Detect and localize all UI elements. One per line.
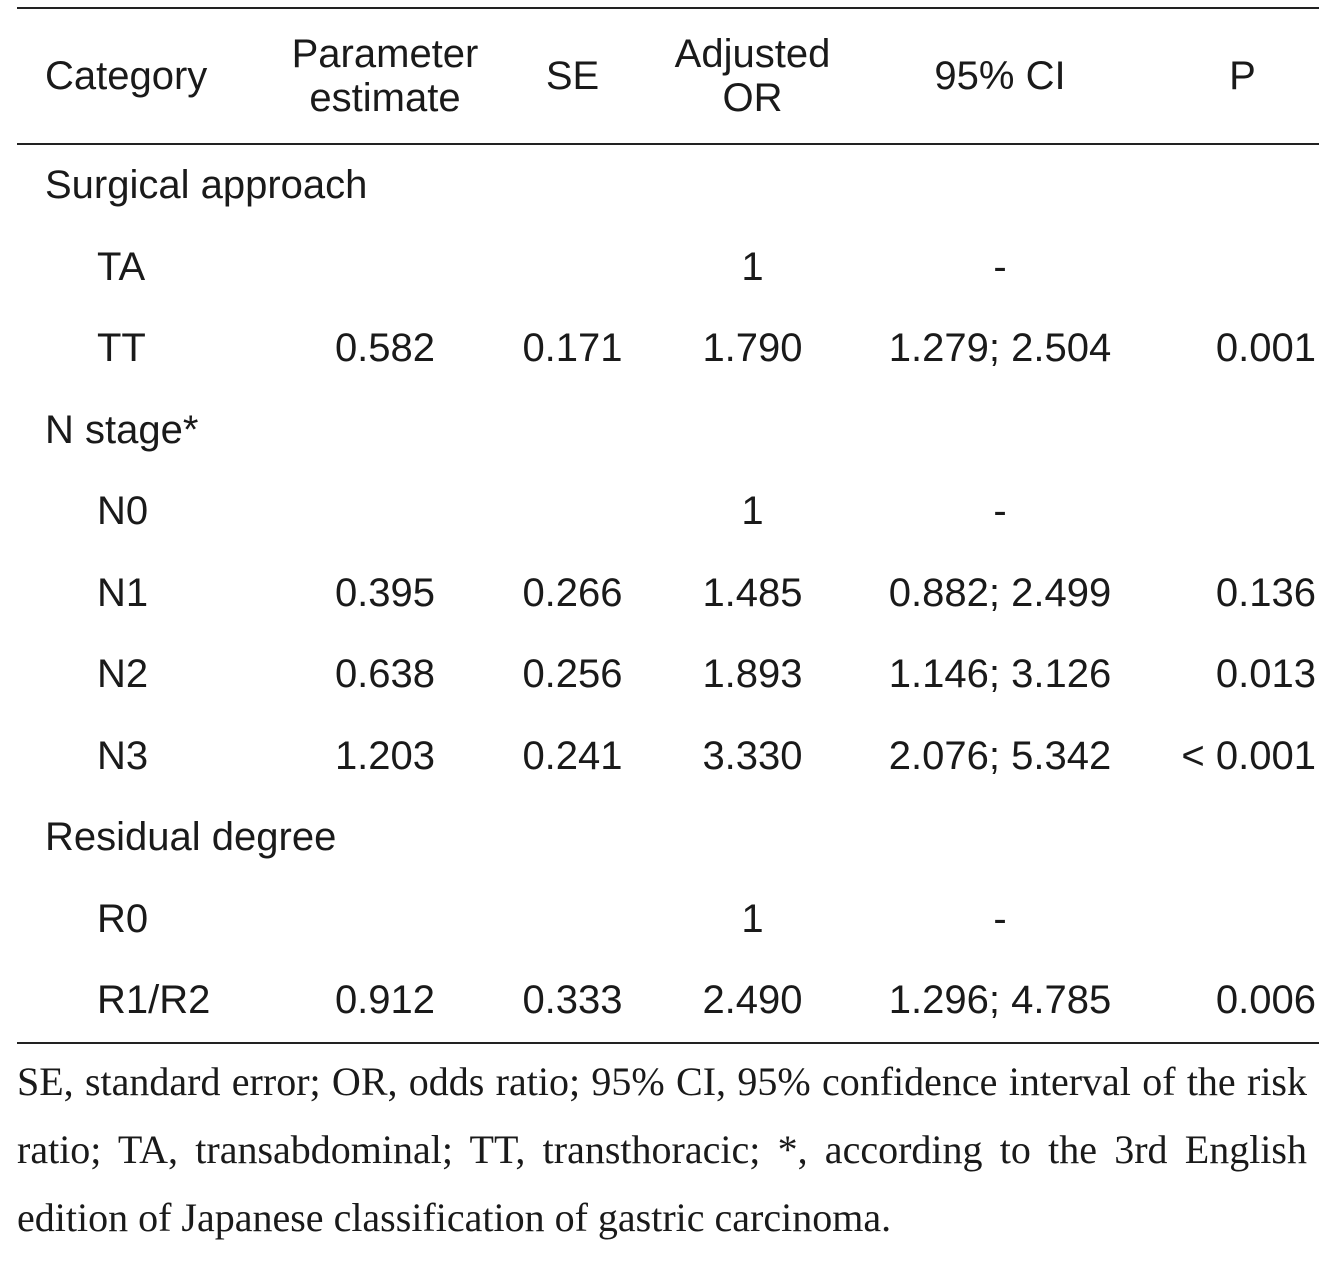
table-row: R1/R2 0.912 0.333 2.490 1.296; 4.785 0.0… xyxy=(17,960,1319,1043)
row-estimate xyxy=(285,879,485,961)
row-or: 1 xyxy=(741,489,764,534)
row-ci: 1.296; 4.785 xyxy=(888,978,1112,1023)
header-se: SE xyxy=(545,54,600,98)
group-label: N stage* xyxy=(45,407,199,452)
table-row: N2 0.638 0.256 1.893 1.146; 3.126 0.013 xyxy=(17,634,1319,716)
row-ci: 1.279; 2.504 xyxy=(888,326,1112,371)
row-p xyxy=(1155,227,1319,309)
table-body: Surgical approach TA 1 - TT 0.582 0.171 … xyxy=(17,144,1319,1043)
header-parameter-estimate: Parameter estimate xyxy=(285,8,485,144)
results-table-container: Category Parameter estimate SE Adjusted … xyxy=(17,7,1319,1044)
table-row: TT 0.582 0.171 1.790 1.279; 2.504 0.001 xyxy=(17,308,1319,390)
row-estimate xyxy=(285,471,485,553)
header-p: P xyxy=(1229,54,1256,98)
row-or: 1 xyxy=(741,896,764,941)
row-estimate: 0.912 xyxy=(334,978,436,1023)
row-or: 1 xyxy=(741,244,764,289)
row-or: 1.893 xyxy=(702,652,803,697)
row-or: 3.330 xyxy=(702,733,803,778)
row-p: 0.013 xyxy=(1215,652,1316,697)
row-name: R0 xyxy=(97,896,149,941)
row-ci: - xyxy=(993,244,1007,289)
row-se xyxy=(485,227,660,309)
row-estimate: 1.203 xyxy=(334,733,436,778)
header-row: Category Parameter estimate SE Adjusted … xyxy=(17,8,1319,144)
row-or: 1.790 xyxy=(702,326,803,371)
table-header: Category Parameter estimate SE Adjusted … xyxy=(17,8,1319,144)
row-name: N0 xyxy=(97,489,149,534)
header-estimate-line2: estimate xyxy=(309,76,461,120)
row-or: 2.490 xyxy=(702,978,803,1023)
row-p xyxy=(1155,471,1319,553)
row-ci: 2.076; 5.342 xyxy=(888,733,1112,778)
row-p: 0.136 xyxy=(1215,570,1316,615)
header-estimate-line1: Parameter xyxy=(291,32,479,76)
header-or-line1: Adjusted xyxy=(674,32,831,76)
table-row: N3 1.203 0.241 3.330 2.076; 5.342 < 0.00… xyxy=(17,716,1319,798)
header-adjusted-or: Adjusted OR xyxy=(660,8,845,144)
logistic-regression-table: Category Parameter estimate SE Adjusted … xyxy=(17,7,1319,1044)
group-row-surgical-approach: Surgical approach xyxy=(17,144,1319,227)
row-ci: - xyxy=(993,489,1007,534)
row-se: 0.241 xyxy=(522,733,623,778)
header-ci: 95% CI xyxy=(934,54,1066,98)
row-se xyxy=(485,471,660,553)
row-name: TT xyxy=(97,326,146,371)
row-se: 0.171 xyxy=(522,326,623,371)
group-label: Surgical approach xyxy=(45,163,368,208)
row-name: N2 xyxy=(97,652,149,697)
header-or-line2: OR xyxy=(722,76,783,120)
row-name: N3 xyxy=(97,733,149,778)
row-estimate: 0.638 xyxy=(334,652,436,697)
row-name: TA xyxy=(97,244,146,289)
table-footnote: SE, standard error; OR, odds ratio; 95% … xyxy=(17,1059,1307,1240)
row-p: < 0.001 xyxy=(1181,733,1316,778)
group-row-n-stage: N stage* xyxy=(17,390,1319,472)
row-se: 0.333 xyxy=(522,978,623,1023)
row-p xyxy=(1155,879,1319,961)
row-se: 0.256 xyxy=(522,652,623,697)
row-name: N1 xyxy=(97,570,149,615)
row-estimate: 0.395 xyxy=(334,570,436,615)
row-estimate xyxy=(285,227,485,309)
table-row: R0 1 - xyxy=(17,879,1319,961)
row-p: 0.006 xyxy=(1215,978,1316,1023)
row-se xyxy=(485,879,660,961)
header-category: Category xyxy=(45,54,208,98)
row-estimate: 0.582 xyxy=(334,326,436,371)
row-se: 0.266 xyxy=(522,570,623,615)
row-name: R1/R2 xyxy=(97,978,211,1023)
table-row: N0 1 - xyxy=(17,471,1319,553)
table-row: N1 0.395 0.266 1.485 0.882; 2.499 0.136 xyxy=(17,553,1319,635)
table-row: TA 1 - xyxy=(17,227,1319,309)
row-ci: - xyxy=(993,896,1007,941)
row-p: 0.001 xyxy=(1215,326,1316,371)
group-label: Residual degree xyxy=(45,815,337,860)
row-ci: 1.146; 3.126 xyxy=(888,652,1112,697)
row-ci: 0.882; 2.499 xyxy=(888,570,1112,615)
row-or: 1.485 xyxy=(702,570,803,615)
group-row-residual-degree: Residual degree xyxy=(17,797,1319,879)
